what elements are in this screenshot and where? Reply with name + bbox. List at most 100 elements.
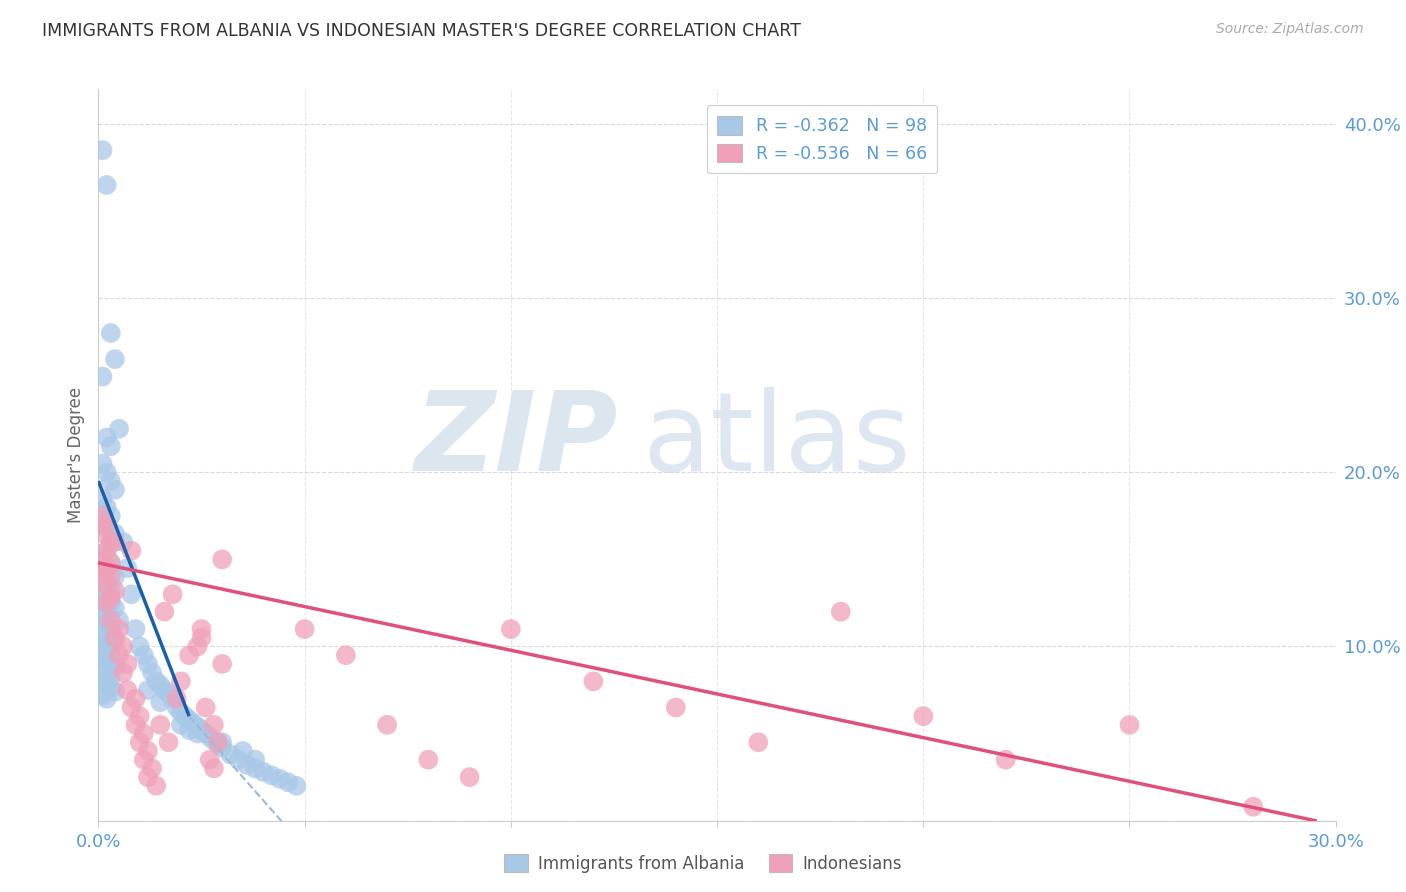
Point [100,622,122,636]
Point [190,631,212,645]
Point [157,735,180,749]
Point [108,648,131,663]
Point [499,622,522,636]
Point [91,674,114,689]
Point [128,735,150,749]
Point [194,726,217,740]
Point [162,691,184,706]
Point [418,753,440,767]
Point [100,596,122,610]
Point [747,735,769,749]
Point [96,678,118,692]
Point [136,744,159,758]
Text: Source: ZipAtlas.com: Source: ZipAtlas.com [1216,22,1364,37]
Point [132,753,155,767]
Point [170,674,193,689]
Point [1241,799,1264,814]
Point [104,631,127,645]
Point [100,439,122,453]
Legend: Immigrants from Albania, Indonesians: Immigrants from Albania, Indonesians [498,847,908,880]
Text: ZIP: ZIP [415,387,619,494]
Point [100,570,122,584]
Point [232,744,254,758]
Point [96,578,118,592]
Point [120,587,142,601]
Point [174,709,197,723]
Point [96,605,118,619]
Point [994,753,1017,767]
Point [91,591,114,605]
Point [211,657,233,671]
Point [104,634,127,648]
Point [108,622,131,636]
Point [100,556,122,570]
Point [108,422,131,436]
Point [136,657,159,671]
Point [243,753,266,767]
Point [91,566,114,581]
Point [211,740,233,755]
Point [100,535,122,549]
Point [830,605,852,619]
Point [186,726,208,740]
Point [202,761,225,775]
Point [294,622,316,636]
Point [166,691,188,706]
Point [179,713,201,727]
Y-axis label: Master's Degree: Master's Degree [67,387,86,523]
Point [198,753,221,767]
Point [186,640,208,654]
Point [202,718,225,732]
Point [117,561,139,575]
Point [117,683,139,698]
Point [124,691,146,706]
Point [269,772,291,786]
Point [112,640,135,654]
Point [120,543,142,558]
Point [91,552,114,566]
Point [181,716,204,731]
Point [96,430,118,444]
Point [162,587,184,601]
Point [665,700,688,714]
Point [375,718,398,732]
Point [132,726,155,740]
Point [91,578,114,592]
Point [96,691,118,706]
Point [190,723,212,737]
Point [124,622,146,636]
Point [104,352,127,367]
Point [96,596,118,610]
Point [153,683,176,698]
Point [228,753,250,767]
Point [219,747,242,762]
Point [91,526,114,541]
Legend: R = -0.362   N = 98, R = -0.536   N = 66: R = -0.362 N = 98, R = -0.536 N = 66 [707,105,938,173]
Point [108,613,131,627]
Point [179,648,201,663]
Point [91,625,114,640]
Point [100,647,122,661]
Point [96,517,118,532]
Point [194,700,217,714]
Point [91,369,114,384]
Point [252,764,274,779]
Point [104,570,127,584]
Point [179,723,201,737]
Point [100,508,122,523]
Point [100,657,122,671]
Point [166,700,188,714]
Point [96,561,118,575]
Point [100,681,122,696]
Point [104,526,127,541]
Point [120,700,142,714]
Point [100,591,122,605]
Point [211,735,233,749]
Point [91,517,114,532]
Point [96,500,118,515]
Point [145,779,167,793]
Point [91,640,114,654]
Point [141,665,163,680]
Point [104,583,127,598]
Text: atlas: atlas [643,387,911,494]
